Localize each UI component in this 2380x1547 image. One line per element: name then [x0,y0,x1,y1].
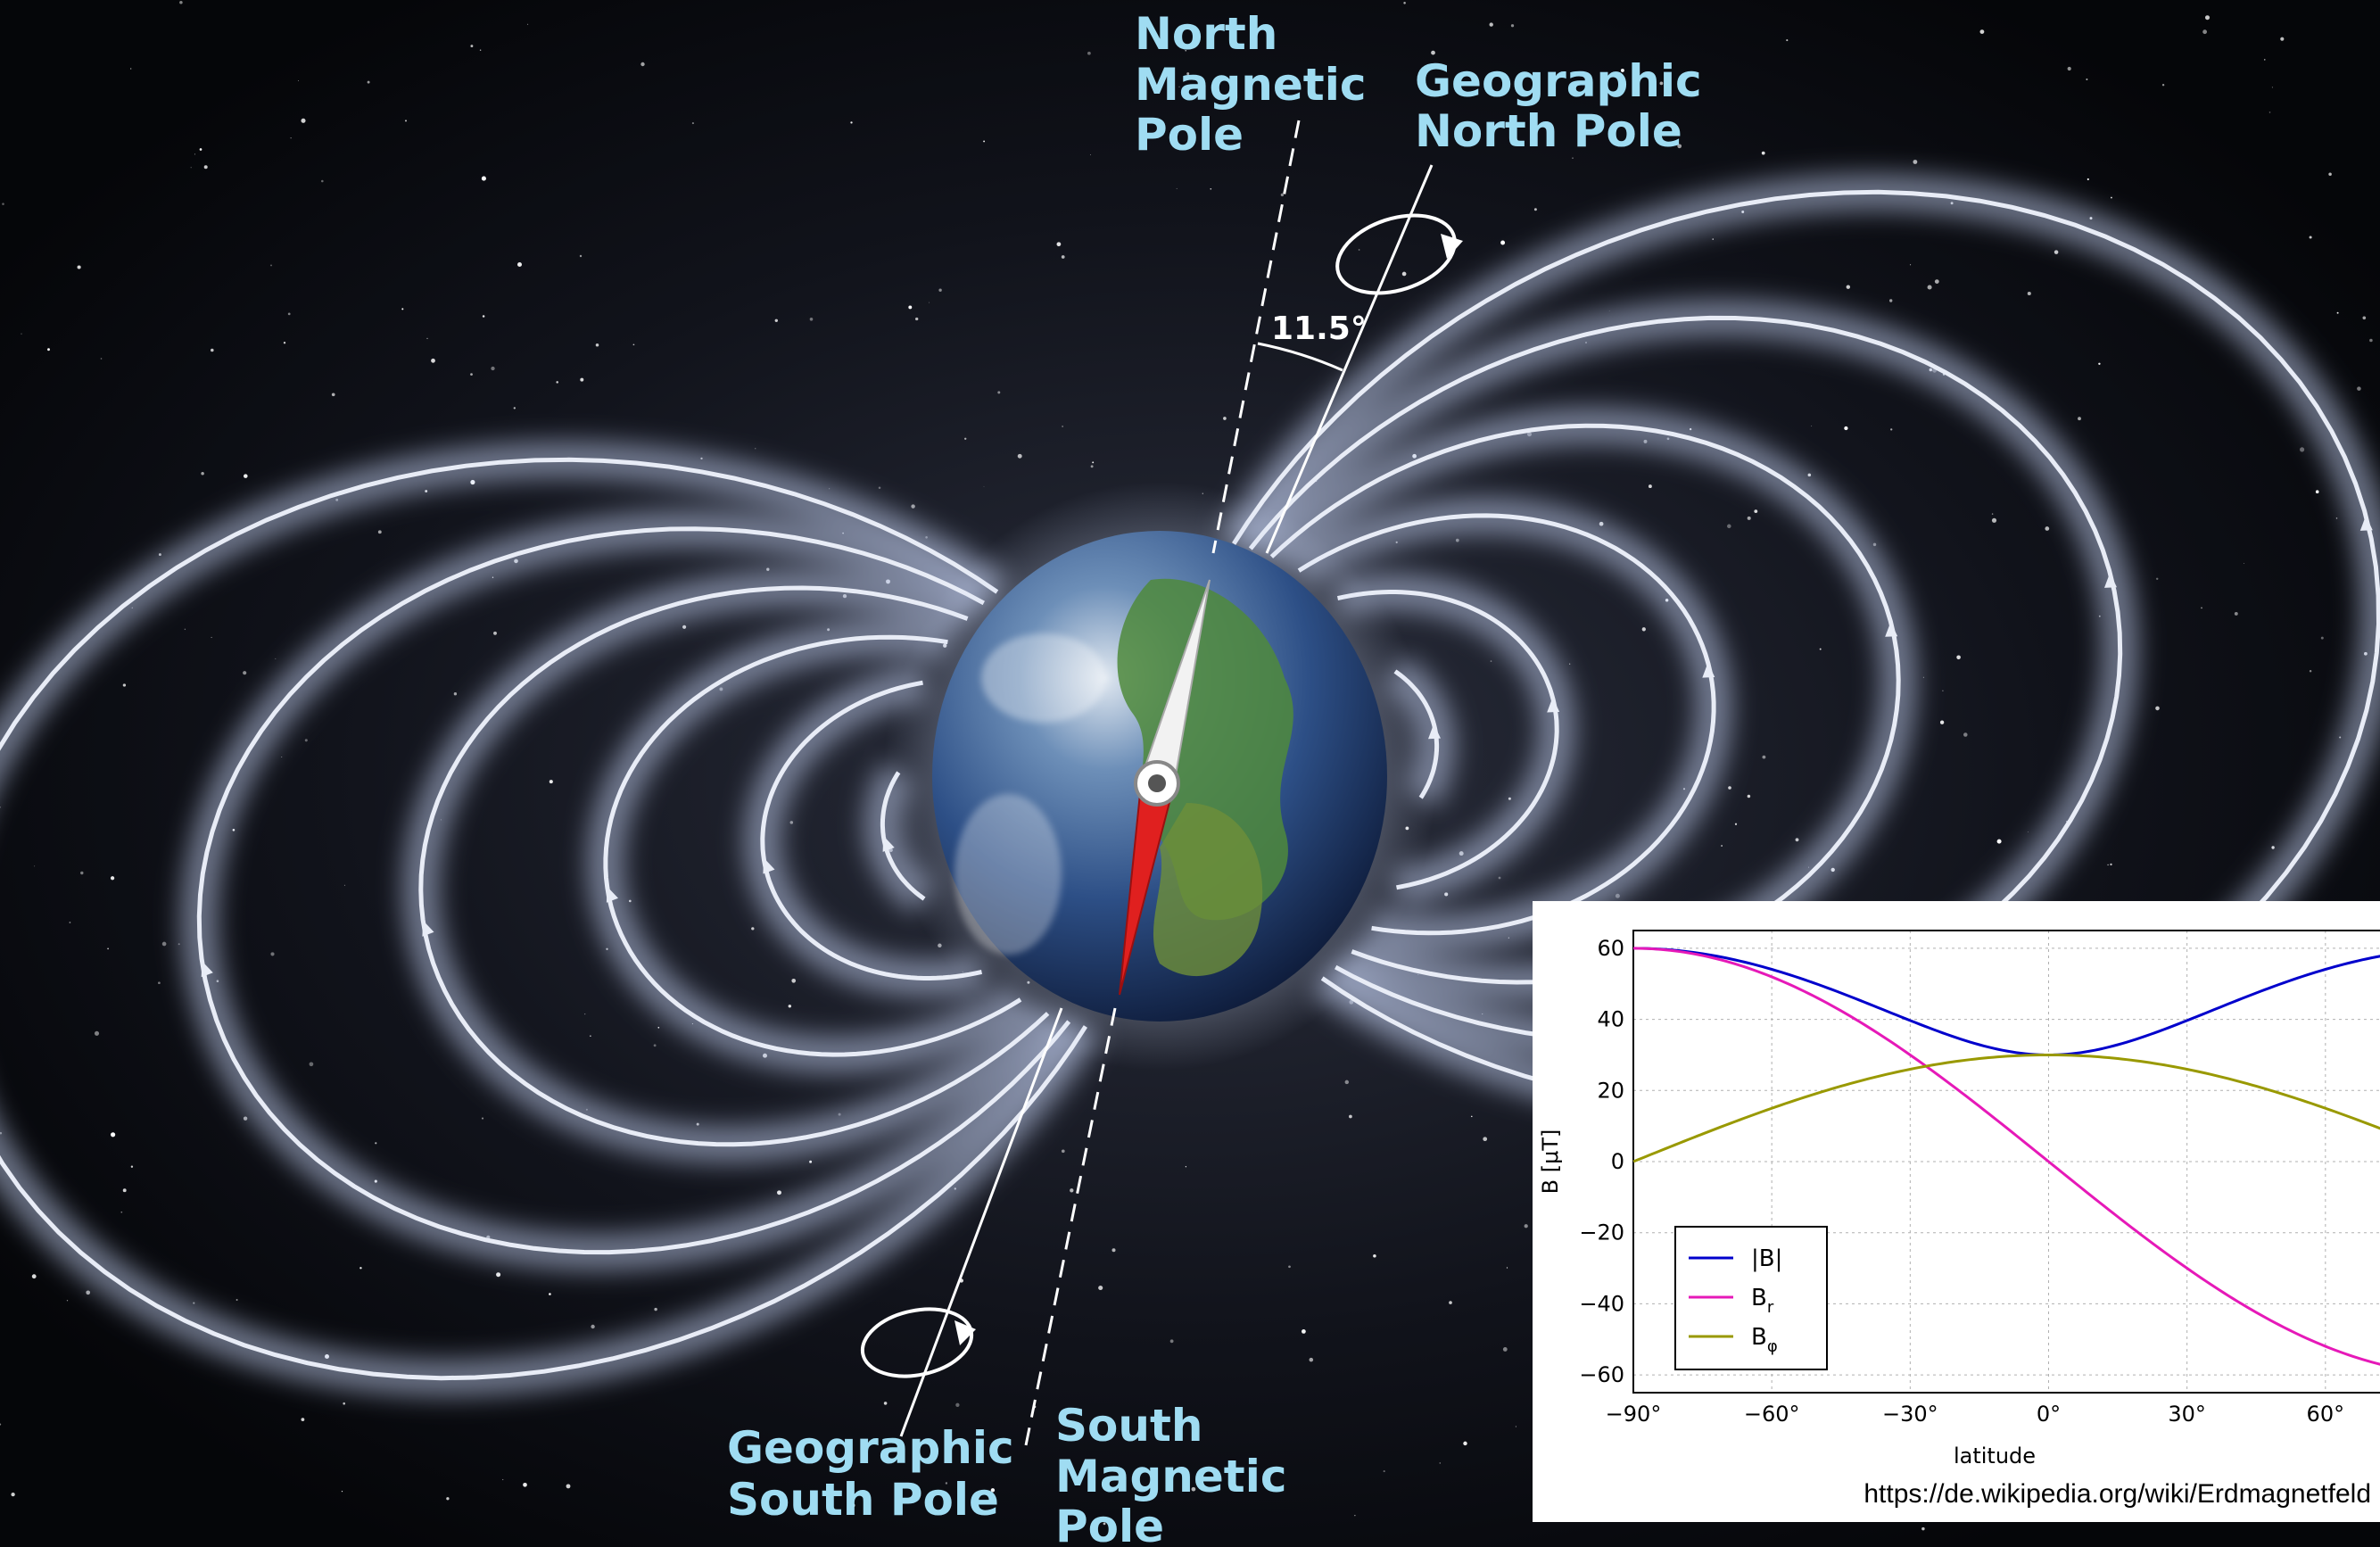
geographic-axis-south [899,1007,1063,1437]
y-tick-label: −40 [1579,1291,1624,1316]
rotation-arrow-icon [1335,213,1463,295]
chart-legend: |B| Br Bφ [1674,1226,1828,1370]
y-tick-label: 0 [1611,1149,1624,1174]
x-tick-label: −90° [1606,1402,1662,1427]
legend-label: |B| [1751,1245,1782,1272]
x-tick-label: −30° [1882,1402,1938,1427]
y-tick-label: 20 [1597,1078,1624,1103]
north-magnetic-pole-label: North Magnetic Pole [1135,8,1382,161]
legend-label: Br [1751,1285,1774,1317]
tilt-angle-label: 11.5° [1271,310,1367,347]
tilt-angle-arc [1257,342,1343,372]
magnetic-axis-south [1024,1007,1117,1446]
series-line-0 [1632,947,2380,1056]
x-axis-label: latitude [1954,1444,2036,1468]
field-direction-arrows [201,516,2373,978]
geographic-south-pole-label: Geographic South Pole [727,1422,1029,1526]
x-tick-label: 0° [2037,1402,2061,1427]
x-tick-label: −60° [1744,1402,1800,1427]
south-magnetic-pole-label: South Magnetic Pole [1055,1400,1302,1547]
x-tick-label: 30° [2168,1402,2206,1427]
y-tick-label: 40 [1597,1007,1624,1032]
y-axis-ticks: −60 −40 −20 0 20 40 60 [1579,936,1624,1387]
field-strength-chart: −90°−60°−30°0°30°60°90° −60−40−200204060… [1533,901,2380,1522]
geographic-axis-north [1265,164,1434,554]
y-axis-label: B [μT] [1538,1129,1563,1195]
series-line-2 [1632,1053,2380,1163]
legend-label: Bφ [1751,1324,1778,1356]
series-line-1 [1632,947,2380,1366]
source-url[interactable]: https://de.wikipedia.org/wiki/Erdmagnetf… [1864,1479,2371,1509]
y-tick-label: −20 [1579,1220,1624,1245]
y-tick-label: 60 [1597,936,1624,961]
x-tick-label: 60° [2307,1402,2345,1427]
chart-series [1632,947,2380,1366]
x-axis-ticks: −90°−60°−30°0°30°60°90° [1606,1402,2345,1427]
y-tick-label: −60 [1579,1362,1624,1387]
magnetic-axis-north [1211,120,1301,554]
geographic-north-pole-label: Geographic North Pole [1415,55,1717,157]
rotation-arrow-icon [860,1307,976,1378]
compass-needle [1119,579,1211,996]
